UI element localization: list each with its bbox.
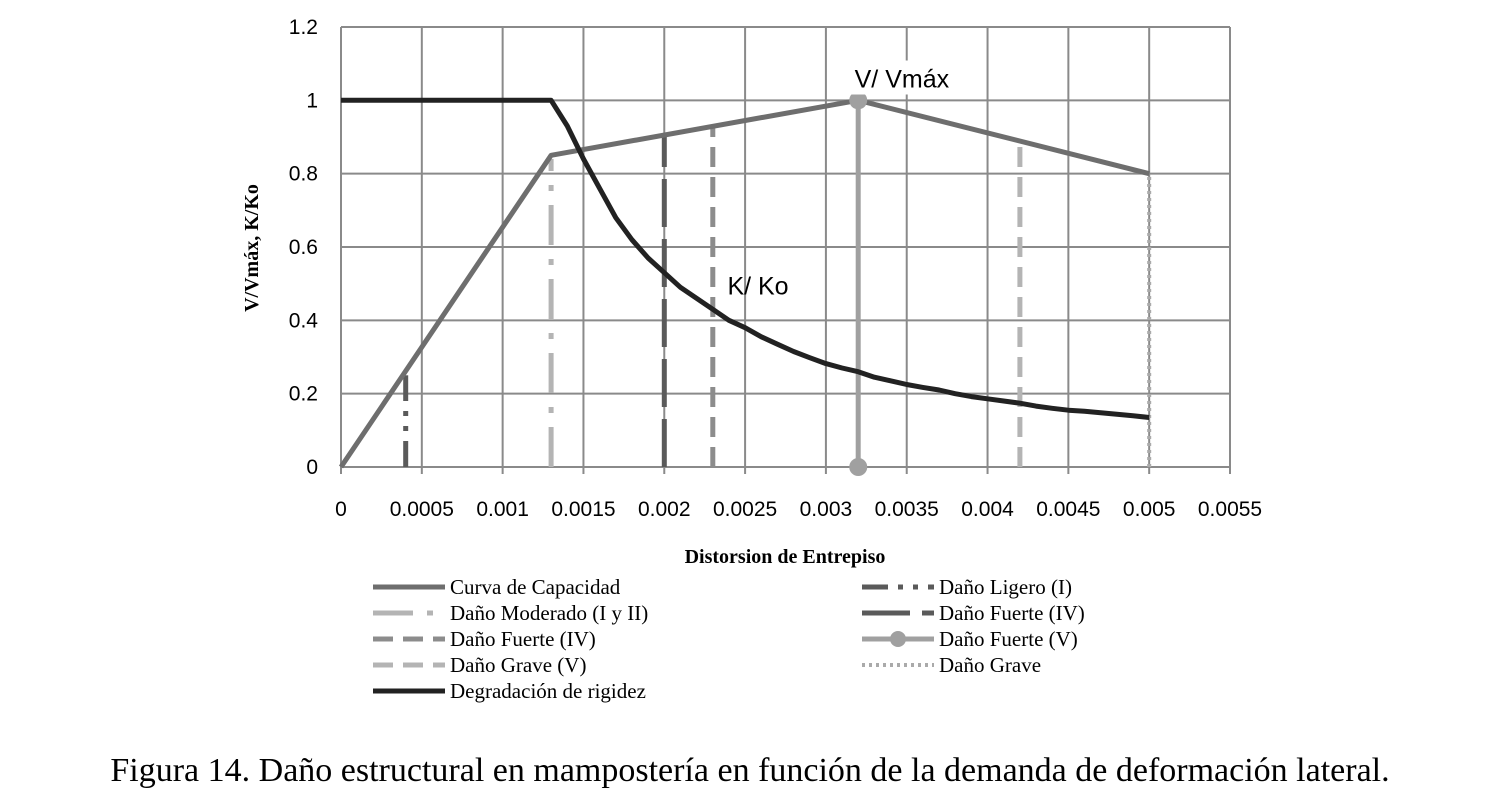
annotation-label: V/ Vmáx	[855, 66, 950, 94]
series-layer	[338, 91, 1152, 476]
x-tick-label: 0.0045	[1036, 498, 1100, 521]
x-tick-label: 0.001	[476, 498, 529, 521]
legend-label: Daño Ligero (I)	[939, 575, 1072, 599]
y-tick-label: 0.2	[289, 383, 318, 406]
x-tick-label: 0.0055	[1198, 498, 1262, 521]
x-tick-label: 0.003	[800, 498, 853, 521]
annotations: V/ Vmáx K/ Ko	[727, 60, 974, 301]
x-tick-label: 0.005	[1123, 498, 1176, 521]
legend-label: Degradación de rigidez	[450, 679, 646, 703]
y-axis-title: V/Vmáx, K/Ko	[241, 184, 263, 312]
annotation-background	[829, 60, 974, 95]
series-marker-5	[849, 91, 868, 110]
series-marker-5	[849, 458, 868, 476]
tick-labels: 0 0.0005 0.001 0.0015 0.002 0.0025 0.003 0.0035…	[289, 16, 1262, 521]
x-tick-label: 0.004	[961, 498, 1014, 521]
x-axis-title: Distorsion de Entrepiso	[685, 546, 886, 568]
y-tick-label: 1.2	[289, 16, 318, 39]
grid	[340, 26, 1231, 474]
annotation-label: K/ Ko	[727, 273, 788, 301]
x-tick-label: 0.0035	[875, 498, 939, 521]
figure-caption: Figura 14. Daño estructural en mamposter…	[110, 752, 1389, 789]
legend-label: Daño Moderado (I y II)	[450, 601, 648, 625]
legend-swatch-marker	[890, 631, 906, 647]
y-tick-label: 1	[306, 89, 318, 112]
legend-label: Daño Grave	[939, 653, 1041, 677]
x-tick-label: 0.0025	[713, 498, 777, 521]
y-tick-label: 0.4	[289, 309, 319, 332]
legend-label: Daño Grave (V)	[450, 653, 586, 677]
x-tick-label: 0.0005	[390, 498, 454, 521]
y-tick-label: 0	[306, 456, 318, 479]
legend-label: Daño Fuerte (V)	[939, 627, 1078, 651]
y-tick-label: 0.6	[289, 236, 318, 259]
series-line-0	[338, 97, 1150, 469]
x-tick-label: 0.0015	[551, 498, 615, 521]
y-tick-label: 0.8	[289, 163, 318, 186]
x-tick-label: 0.002	[638, 498, 691, 521]
legend: Curva de Capacidad Daño Ligero (I) Daño Mo…	[373, 575, 1085, 703]
series-line-8	[341, 97, 1150, 420]
legend-label: Daño Fuerte (IV)	[450, 627, 596, 651]
legend-label: Curva de Capacidad	[450, 575, 621, 599]
x-tick-label: 0	[335, 498, 347, 521]
legend-label: Daño Fuerte (IV)	[939, 601, 1085, 625]
